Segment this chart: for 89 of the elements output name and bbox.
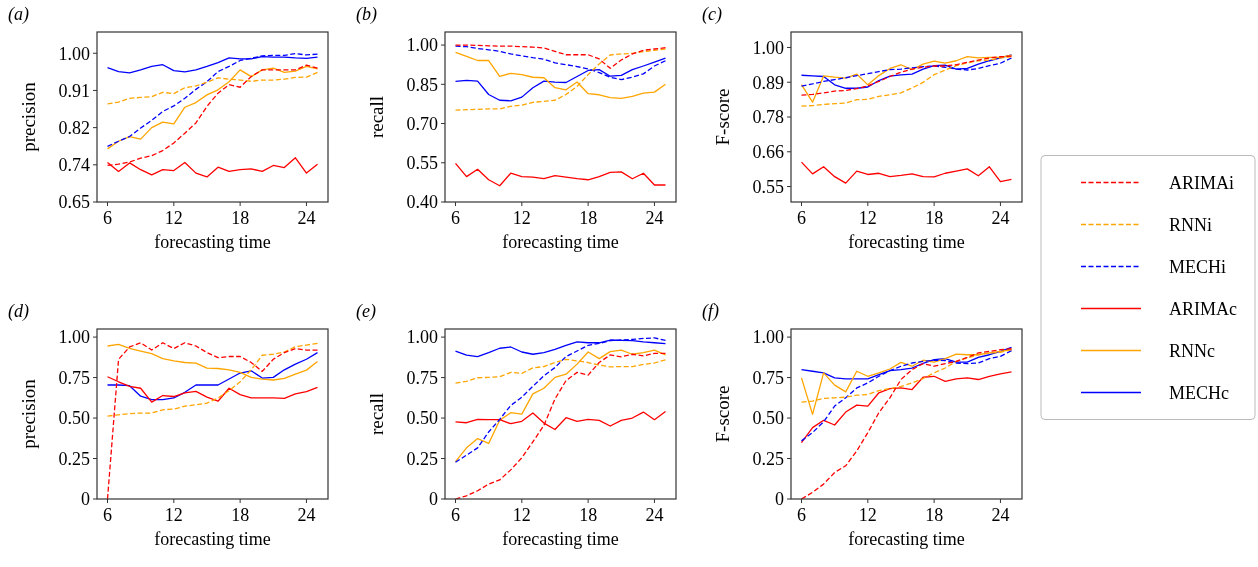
x-tick-label: 24: [991, 208, 1010, 228]
line-series: [800, 350, 1013, 442]
x-tick-label: 18: [925, 505, 944, 525]
y-tick-label: 0: [81, 489, 90, 510]
line-series: [454, 44, 667, 69]
line-series: [454, 48, 667, 111]
y-tick-label: 0.50: [58, 408, 90, 429]
y-tick-label: 0.25: [752, 448, 784, 469]
x-axis-title: forecasting time: [848, 232, 965, 252]
y-tick-label: 0.50: [752, 408, 784, 429]
legend-label: MECHi: [1169, 256, 1227, 277]
chart-title: (a): [8, 4, 29, 25]
y-tick-label: 0.75: [58, 367, 90, 388]
line-series: [800, 55, 1013, 96]
x-tick-label: 24: [297, 208, 316, 228]
chart-title: (d): [8, 301, 29, 322]
y-tick-label: 0.91: [58, 80, 90, 101]
y-tick-label: 1.00: [406, 35, 438, 56]
y-tick-label: 0.66: [752, 142, 784, 163]
x-tick-label: 24: [645, 208, 664, 228]
legend-label: RNNi: [1169, 214, 1213, 235]
y-axis-title: precision: [18, 81, 39, 152]
y-tick-label: 0.82: [58, 117, 90, 138]
x-axis-title: forecasting time: [502, 232, 619, 252]
y-tick-label: 1.00: [752, 37, 784, 58]
y-tick-label: 0.25: [406, 448, 438, 469]
x-tick-label: 12: [512, 505, 531, 525]
y-tick-label: 0: [775, 489, 784, 510]
y-tick-label: 0.78: [752, 107, 784, 128]
x-tick-label: 12: [858, 505, 877, 525]
y-tick-label: 0.75: [752, 367, 784, 388]
x-tick-label: 24: [645, 505, 664, 525]
x-axis-title: forecasting time: [154, 232, 271, 252]
x-tick-label: 6: [103, 505, 112, 525]
x-tick-label: 24: [297, 505, 316, 525]
y-axis-title: recall: [366, 392, 387, 436]
x-tick-label: 6: [797, 505, 806, 525]
y-tick-label: 0.74: [58, 155, 90, 176]
y-tick-label: 0.65: [58, 192, 90, 213]
y-axis-title: F-score: [712, 88, 733, 146]
line-series: [454, 162, 667, 187]
x-tick-label: 18: [231, 208, 250, 228]
y-tick-label: 0.40: [406, 192, 438, 213]
y-tick-label: 0.50: [406, 408, 438, 429]
legend-label: MECHc: [1169, 382, 1229, 403]
line-series: [106, 65, 319, 150]
line-series: [800, 161, 1013, 184]
y-tick-label: 0.85: [406, 74, 438, 95]
y-tick-label: 0.55: [406, 153, 438, 174]
x-axis-title: forecasting time: [154, 529, 271, 549]
y-axis-title: precision: [18, 378, 39, 449]
x-tick-label: 18: [579, 208, 598, 228]
x-axis-title: forecasting time: [848, 529, 965, 549]
chart-title: (b): [356, 4, 377, 25]
chart-title: (c): [702, 4, 722, 25]
x-tick-label: 12: [512, 208, 531, 228]
line-series: [106, 351, 319, 401]
x-tick-label: 6: [451, 208, 460, 228]
y-tick-label: 0.25: [58, 448, 90, 469]
x-tick-label: 18: [925, 208, 944, 228]
y-tick-label: 0: [429, 489, 438, 510]
x-tick-label: 18: [231, 505, 250, 525]
x-tick-label: 12: [164, 208, 183, 228]
y-tick-label: 0.75: [406, 367, 438, 388]
y-tick-label: 0.55: [752, 176, 784, 197]
y-axis-title: recall: [366, 95, 387, 139]
y-tick-label: 0.70: [406, 113, 438, 134]
chart-title: (f): [702, 301, 719, 322]
line-series: [800, 348, 1013, 499]
y-tick-label: 0.89: [752, 72, 784, 93]
line-series: [106, 342, 319, 499]
x-tick-label: 12: [164, 505, 183, 525]
x-tick-label: 18: [579, 505, 598, 525]
x-tick-label: 6: [451, 505, 460, 525]
y-axis-title: F-score: [712, 385, 733, 443]
x-tick-label: 6: [797, 208, 806, 228]
legend-label: RNNc: [1169, 340, 1215, 361]
y-tick-label: 1.00: [58, 43, 90, 64]
x-tick-label: 24: [991, 505, 1010, 525]
chart-title: (e): [356, 301, 376, 322]
legend-label: ARIMAi: [1169, 172, 1235, 193]
legend-label: ARIMAc: [1169, 298, 1237, 319]
x-axis-title: forecasting time: [502, 529, 619, 549]
x-tick-label: 12: [858, 208, 877, 228]
y-tick-label: 1.00: [752, 327, 784, 348]
x-tick-label: 6: [103, 208, 112, 228]
y-tick-label: 1.00: [406, 327, 438, 348]
y-tick-label: 1.00: [58, 327, 90, 348]
line-series: [106, 342, 319, 417]
